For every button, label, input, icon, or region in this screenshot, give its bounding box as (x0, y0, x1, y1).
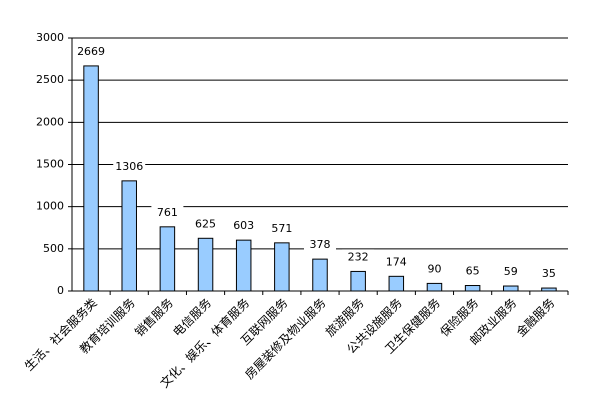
bar (503, 285, 519, 292)
value-label: 1306 (115, 160, 143, 173)
value-label: 232 (348, 250, 369, 263)
value-label-bg (75, 43, 108, 60)
value-label-bg (113, 158, 146, 175)
value-label: 378 (310, 238, 331, 251)
x-tick-label: 生活、社会服务类 (21, 295, 99, 373)
value-label-bg (380, 254, 413, 271)
value-label: 59 (504, 265, 518, 278)
value-label-bg (265, 220, 298, 237)
value-label: 571 (271, 222, 292, 235)
bar (121, 180, 137, 292)
bar (426, 282, 443, 292)
value-label-bg (189, 216, 222, 233)
bar (388, 275, 405, 292)
y-tick-label: 2500 (36, 73, 64, 86)
bar (312, 258, 328, 292)
value-label-bg (304, 237, 336, 254)
value-label: 90 (427, 262, 441, 275)
value-label-bg (227, 218, 260, 235)
y-tick-label: 500 (43, 242, 64, 255)
x-tick-label: 销售服务 (131, 295, 176, 340)
value-label: 625 (195, 217, 216, 230)
y-tick-label: 3000 (36, 31, 64, 44)
value-label: 2669 (77, 45, 105, 58)
y-tick-label: 2000 (36, 115, 64, 128)
bar (159, 226, 176, 292)
value-label: 603 (233, 219, 254, 232)
value-label: 174 (386, 255, 407, 268)
value-label-bg (494, 264, 527, 281)
value-label-bg (342, 249, 375, 266)
value-label: 65 (466, 265, 480, 278)
y-tick-label: 0 (57, 284, 64, 297)
bar (197, 237, 214, 292)
value-label-bg (532, 266, 565, 283)
bar (274, 242, 290, 292)
bar (83, 65, 99, 292)
bar (235, 239, 252, 292)
bar (350, 270, 366, 292)
x-tick-label: 金融服务 (513, 295, 558, 340)
bar (464, 285, 481, 292)
y-tick-label: 1500 (36, 158, 64, 171)
value-label-bg (456, 263, 489, 280)
y-tick-label: 1000 (36, 200, 64, 213)
value-label: 35 (542, 267, 556, 280)
value-label: 761 (157, 206, 178, 219)
value-label-bg (151, 204, 184, 221)
bar (541, 287, 557, 292)
value-label-bg (418, 261, 451, 278)
